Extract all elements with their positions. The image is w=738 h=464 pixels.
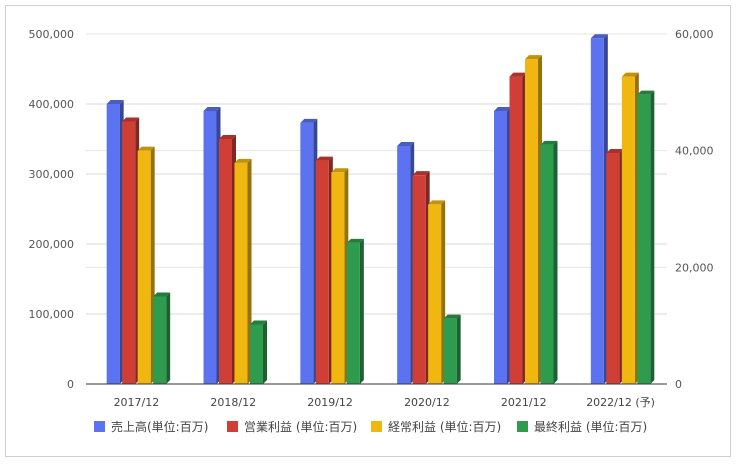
bar-4-4: [443, 314, 461, 384]
bar-4-5: [540, 140, 558, 384]
bar-4-3: [346, 238, 364, 384]
category-label: 2018/12: [210, 396, 256, 409]
y-left-tick-label: 500,000: [29, 28, 75, 41]
legend-item-3: 経常利益 (単位:百万): [371, 419, 501, 434]
bar-1-4: [397, 142, 415, 384]
legend-item-1: 売上高(単位:百万): [94, 419, 208, 434]
y-left-tick-label: 300,000: [29, 168, 75, 181]
bar-1-6: [590, 34, 608, 384]
category-label: 2020/12: [404, 396, 450, 409]
bar-3-5: [525, 55, 542, 384]
category-label: 2021/12: [501, 396, 547, 409]
y-right-tick-label: 40,000: [675, 145, 714, 158]
bar-2-5: [509, 72, 527, 384]
bar-2-4: [412, 171, 430, 384]
bar-2-3: [315, 156, 333, 384]
y-left-tick-labels: 0 100,000 200,000 300,000 400,000 500,000: [29, 28, 75, 391]
bar-4-2: [250, 320, 267, 384]
y-right-tick-labels: 0 20,000 40,000 60,000: [675, 28, 714, 391]
y-left-gridlines: [86, 33, 667, 315]
y-right-gridlines: [86, 33, 667, 268]
legend-swatch: [227, 421, 238, 432]
y-left-tick-label: 100,000: [29, 308, 75, 321]
y-left-tick-label: 400,000: [29, 98, 75, 111]
y-left-tick-label: 200,000: [29, 238, 75, 251]
legend-label: 最終利益 (単位:百万): [534, 419, 647, 434]
legend-swatch: [94, 421, 105, 432]
chart-frame: 0 100,000 200,000 300,000 400,000 500,000 0 20…: [5, 5, 731, 457]
bar-3-4: [428, 200, 446, 384]
legend-label: 売上高(単位:百万): [111, 419, 208, 434]
bar-1-2: [203, 107, 221, 384]
bar-2-6: [606, 149, 624, 384]
bar-4-6: [637, 90, 655, 385]
bar-3-2: [234, 158, 252, 384]
legend-item-2: 営業利益 (単位:百万): [227, 419, 357, 434]
legend-swatch: [371, 421, 382, 432]
bar-1-5: [494, 107, 511, 384]
y-right-tick-label: 60,000: [675, 28, 714, 41]
legend-swatch: [517, 421, 528, 432]
category-label: 2017/12: [114, 396, 160, 409]
legend-label: 営業利益 (単位:百万): [244, 419, 357, 434]
bar-3-1: [137, 146, 155, 384]
category-label: 2019/12: [307, 396, 353, 409]
legend-label: 経常利益 (単位:百万): [388, 419, 501, 434]
y-right-tick-label: 20,000: [675, 261, 714, 274]
bar-1-1: [106, 100, 124, 384]
bar-3-3: [331, 168, 349, 384]
bar-4-1: [153, 292, 171, 384]
bar-3-6: [621, 72, 639, 384]
y-right-tick-label: 0: [675, 378, 682, 391]
bars: [106, 34, 655, 385]
bar-2-1: [122, 117, 140, 384]
bar-1-3: [300, 118, 318, 385]
bar-chart: 0 100,000 200,000 300,000 400,000 500,000 0 20…: [29, 28, 714, 434]
bar-2-2: [219, 135, 236, 384]
category-label: 2022/12 (予): [586, 396, 655, 409]
legend-item-4: 最終利益 (単位:百万): [517, 419, 647, 434]
legend: 売上高(単位:百万) 営業利益 (単位:百万) 経常利益 (単位:百万) 最終利益 (…: [94, 419, 647, 434]
y-left-tick-label: 0: [67, 378, 74, 391]
category-labels: 2017/12 2018/12 2019/12 2020/12 2021/12 2022/…: [114, 396, 655, 409]
